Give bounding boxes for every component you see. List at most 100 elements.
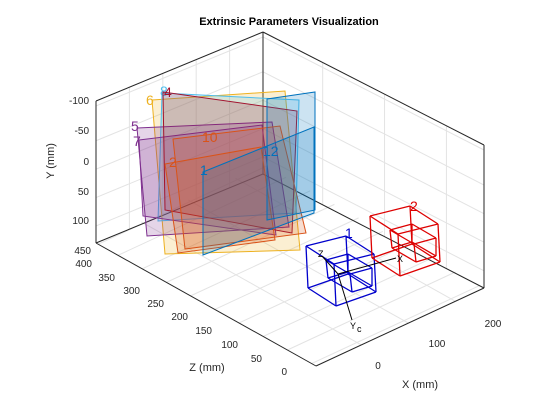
board-label-8: 8 xyxy=(160,83,168,99)
camera-y-axis-letter: Y xyxy=(350,321,356,331)
grid-layer xyxy=(95,36,485,364)
z-tick-label: 400 xyxy=(75,259,92,270)
board-label-2: 2 xyxy=(169,154,177,170)
side-wall-y-gridline xyxy=(262,36,485,151)
z-tick-label: 150 xyxy=(195,326,212,337)
camera-edge xyxy=(411,243,441,263)
x-tick-label: 200 xyxy=(485,319,502,330)
floor-z-gridline xyxy=(214,230,384,310)
floor-x-gridline xyxy=(235,177,456,302)
camera-z-axis-letter: Z xyxy=(318,249,324,259)
camera-edge xyxy=(413,243,417,263)
camera-edge xyxy=(371,257,401,277)
camera-x-axis-line xyxy=(337,257,397,275)
camera-edge xyxy=(327,277,353,293)
camera-edge xyxy=(333,253,375,265)
camera-2: 2 xyxy=(369,198,441,277)
board-plane-7 xyxy=(138,124,277,236)
z-axis-label: Z (mm) xyxy=(189,362,224,374)
floor-z-gridline xyxy=(238,244,408,324)
board-label-5: 5 xyxy=(131,118,139,134)
board-plane-2 xyxy=(164,146,276,254)
axes-box-edge xyxy=(262,173,485,289)
board-label-7: 7 xyxy=(133,133,141,149)
floor-z-gridline xyxy=(311,285,480,364)
camera-edge xyxy=(305,245,309,289)
side-wall-y-gridline xyxy=(262,156,485,272)
board-plane-1 xyxy=(202,126,315,256)
z-tick-label: 350 xyxy=(98,273,115,284)
axes-box-edge xyxy=(95,242,317,367)
camera-edge xyxy=(307,287,337,307)
side-wall-y-gridline xyxy=(262,71,485,186)
board-label-4: 4 xyxy=(164,84,172,100)
axes-box xyxy=(95,31,485,367)
camera-edge xyxy=(371,243,413,259)
camera-edge xyxy=(411,223,437,239)
camera-edge xyxy=(349,273,353,293)
camera-edge xyxy=(333,263,337,307)
board-plane-4 xyxy=(162,91,298,234)
board-label-1: 1 xyxy=(200,162,208,178)
floor-z-gridline xyxy=(97,165,267,245)
y-tick-label: -50 xyxy=(75,126,90,137)
camera-edge xyxy=(325,259,329,279)
y-tick-label: 100 xyxy=(72,216,89,227)
camera-edge xyxy=(351,285,373,293)
floor-z-gridline xyxy=(141,190,311,270)
z-tick-label: 200 xyxy=(171,312,188,323)
side-wall-y-gridline xyxy=(262,99,485,215)
z-tick-label: 300 xyxy=(123,286,140,297)
z-tick-label: 0 xyxy=(281,367,287,378)
cameras-layer: 1 2 Y c X Z xyxy=(305,198,441,334)
board-label-6: 6 xyxy=(146,92,154,108)
floor-z-gridline xyxy=(190,217,359,297)
camera-edge xyxy=(389,229,415,245)
boards-layer: 68 57 4 10 2 12 1 xyxy=(131,83,316,256)
camera-edge xyxy=(325,253,349,261)
floor-x-gridline xyxy=(141,221,362,346)
camera-edge xyxy=(369,215,373,259)
floor-z-gridline xyxy=(287,271,456,351)
x-axis-label: X (mm) xyxy=(402,379,438,391)
camera-edge xyxy=(335,291,377,307)
x-tick-label: 100 xyxy=(429,339,446,350)
z-tick-label: 100 xyxy=(221,340,238,351)
axes-box-edge xyxy=(95,31,264,102)
y-tick-label: 0 xyxy=(83,157,89,168)
axes-box-edge xyxy=(95,173,264,244)
camera-edge xyxy=(399,261,441,277)
camera-edge xyxy=(305,235,347,247)
camera-edge xyxy=(389,223,413,231)
camera-edge xyxy=(389,229,393,249)
camera-y-axis-subscript: c xyxy=(357,324,362,334)
camera-edge xyxy=(305,245,335,265)
camera-z-axis-line xyxy=(321,255,339,275)
axes-box-edge xyxy=(262,31,485,146)
z-tick-label: 250 xyxy=(147,299,164,310)
camera-edge xyxy=(349,267,373,275)
back-wall-y-gridline xyxy=(95,156,264,227)
x-tick-label: 0 xyxy=(375,361,381,372)
ticks-layer: -100-50050100050100150200250300350400450… xyxy=(69,96,502,378)
camera-edge xyxy=(307,273,349,289)
camera-edge xyxy=(345,235,375,255)
back-wall-y-gridline xyxy=(95,36,264,107)
floor-z-gridline xyxy=(262,258,432,337)
board-plane-12 xyxy=(266,91,316,221)
camera-edge xyxy=(391,247,417,263)
y-tick-label: -100 xyxy=(69,96,89,107)
camera-edge xyxy=(391,241,413,249)
board-plane-5 xyxy=(136,121,290,237)
camera-edge xyxy=(437,223,441,263)
z-tick-label: 450 xyxy=(74,246,91,257)
back-wall-y-gridline xyxy=(95,71,264,142)
camera-edge xyxy=(347,273,377,293)
back-wall-y-gridline xyxy=(95,128,264,199)
camera-edge xyxy=(347,271,373,287)
axes-box-edge xyxy=(315,287,485,367)
camera-label-1: 1 xyxy=(345,225,353,241)
side-wall-y-gridline xyxy=(262,128,485,243)
